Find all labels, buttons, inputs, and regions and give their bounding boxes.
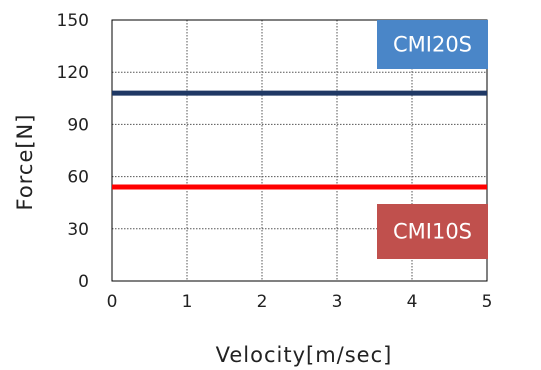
- y-tick-label: 90: [67, 115, 89, 135]
- series-group: [112, 90, 487, 190]
- series-label-box: [377, 20, 488, 69]
- y-tick-label: 150: [57, 11, 89, 31]
- y-tick-label: 30: [67, 220, 89, 240]
- x-tick-label: 2: [257, 292, 268, 312]
- y-tick-label: 60: [67, 168, 89, 188]
- y-tick-labels: 0 30 60 90 120 150: [57, 11, 89, 292]
- x-axis-title: Velocity[m/sec]: [216, 343, 393, 367]
- x-tick-label: 0: [107, 292, 118, 312]
- x-tick-label: 5: [482, 292, 493, 312]
- series-label-box: [377, 204, 488, 259]
- x-tick-labels: 0 1 2 3 4 5: [107, 292, 493, 312]
- x-tick-label: 3: [332, 292, 343, 312]
- plot-area-frame: [111, 19, 488, 282]
- series-label-text: CMI20S: [393, 33, 472, 57]
- series-labels: CMI20S CMI10S: [377, 20, 488, 259]
- y-axis-title: Force[N]: [13, 114, 37, 211]
- y-tick-label: 0: [78, 272, 89, 292]
- x-tick-label: 1: [182, 292, 193, 312]
- series-label-text: CMI10S: [393, 220, 472, 244]
- x-tick-label: 4: [407, 292, 418, 312]
- y-tick-label: 120: [57, 63, 89, 83]
